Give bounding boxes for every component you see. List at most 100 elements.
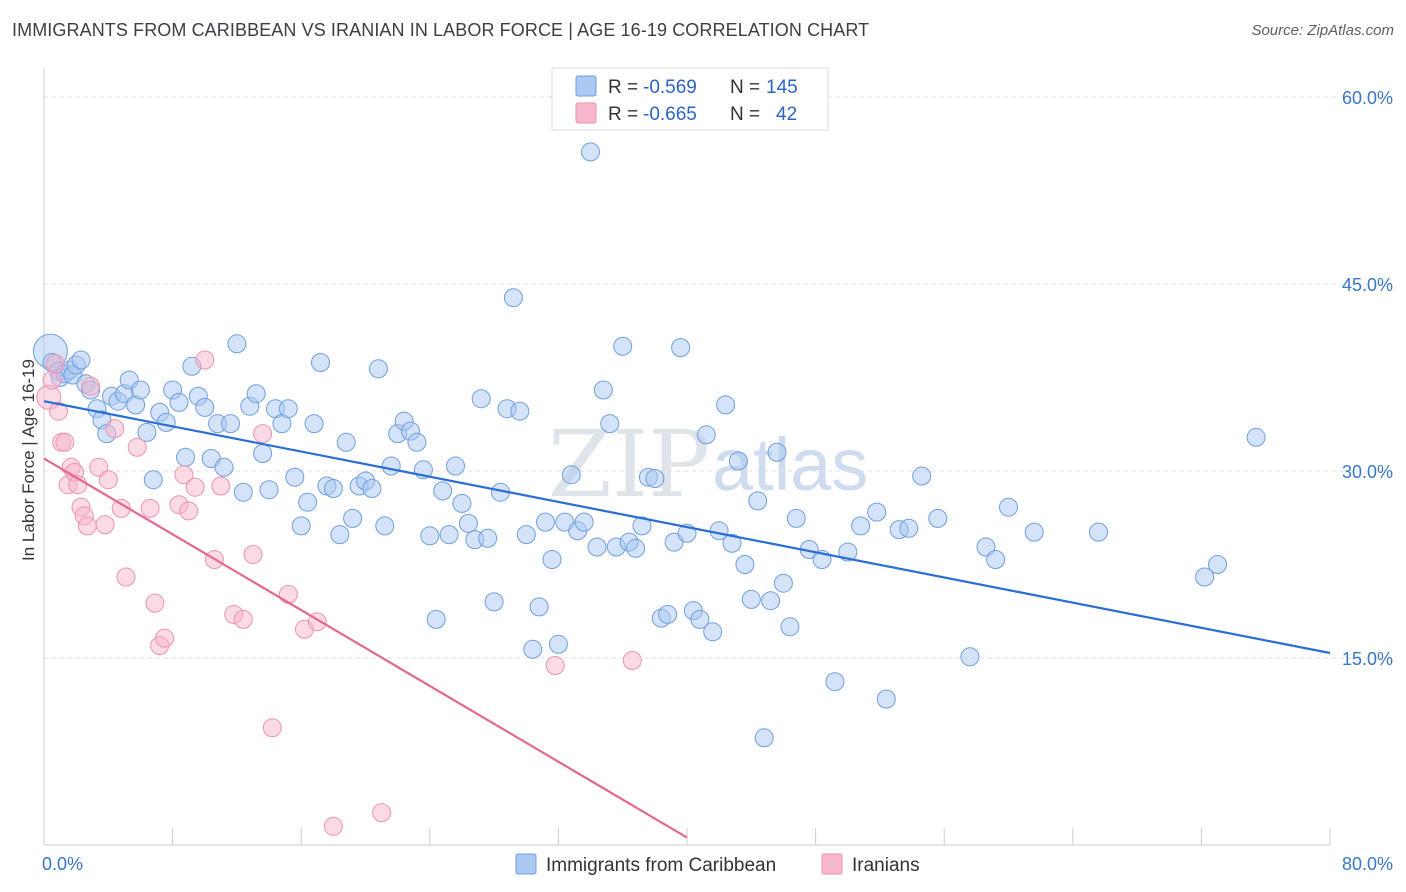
legend-swatch-iranians (575, 102, 597, 124)
caribbean-point (581, 142, 600, 162)
caribbean-point (137, 422, 157, 442)
caribbean-point (671, 338, 691, 358)
iranians-point (323, 816, 343, 836)
caribbean-point (690, 609, 710, 629)
legend-r-value-iranians: -0.665 (643, 104, 697, 125)
caribbean-point (741, 589, 761, 609)
iranians-trend-line (43, 457, 688, 839)
caribbean-point (452, 493, 472, 513)
caribbean-point (439, 525, 459, 545)
caribbean-point (298, 492, 318, 512)
y-axis-label: In Labor Force | Age 16-19 (19, 359, 38, 561)
iranians-point (145, 593, 165, 613)
caribbean-point (735, 555, 755, 574)
caribbean-point (1246, 427, 1266, 447)
caribbean-point (169, 392, 189, 412)
iranians-point (127, 437, 147, 457)
caribbean-point (696, 425, 716, 445)
caribbean-point (259, 480, 279, 500)
iranians-point (179, 501, 199, 521)
caribbean-point (510, 401, 530, 421)
legend-r-value-caribbean: -0.569 (643, 77, 697, 98)
bottom-legend-swatch-caribbean (515, 853, 537, 875)
caribbean-point (446, 456, 465, 476)
caribbean-point (291, 516, 311, 536)
legend: R = -0.569 N = 145 R = -0.665 N = 42 (551, 67, 829, 131)
iranians-point (195, 350, 215, 370)
caribbean-point (343, 508, 363, 528)
caribbean-point (214, 457, 234, 477)
bottom-legend-label-iranians: Iranians (852, 855, 920, 876)
iranians-point (81, 376, 101, 396)
legend-swatch-caribbean (575, 75, 597, 97)
iranians-point (372, 803, 392, 823)
series-iranians-points (36, 350, 642, 836)
caribbean-point (876, 689, 896, 709)
iranians-point (253, 424, 273, 444)
legend-r-label-iranians: R = (608, 104, 638, 125)
caribbean-point (304, 414, 324, 434)
caribbean-point (523, 639, 543, 659)
iranians-point (55, 432, 75, 452)
caribbean-point (960, 647, 980, 667)
caribbean-point (867, 502, 887, 522)
caribbean-point (156, 412, 176, 432)
x-tick-label-start: 0.0% (42, 854, 83, 874)
caribbean-point (503, 288, 523, 308)
caribbean-point (1195, 567, 1215, 587)
iranians-point (185, 477, 205, 497)
iranians-point (211, 476, 231, 496)
caribbean-point (311, 353, 330, 372)
caribbean-point (645, 469, 665, 488)
iranians-point (545, 656, 565, 675)
iranians-point (174, 465, 194, 485)
caribbean-point (548, 634, 568, 654)
y-tick-label-60: 60.0% (1342, 88, 1393, 108)
caribbean-point (426, 609, 446, 629)
y-tick-label-45: 45.0% (1342, 275, 1393, 295)
iranians-point (116, 567, 136, 587)
y-tick-labels: 15.0% 30.0% 45.0% 60.0% (1342, 88, 1393, 669)
caribbean-point (227, 334, 247, 354)
iranians-point (45, 354, 65, 374)
caribbean-point (786, 508, 806, 528)
caribbean-point (246, 384, 266, 404)
caribbean-point (536, 512, 555, 532)
trend-lines (43, 400, 1331, 839)
axes (43, 68, 1331, 846)
caribbean-point (1089, 522, 1108, 542)
caribbean-point (478, 528, 498, 548)
caribbean-point (407, 432, 427, 452)
iranians-point (278, 584, 298, 604)
iranians-point (155, 628, 175, 648)
iranians-point (77, 516, 97, 536)
legend-box (551, 67, 829, 131)
caribbean-point (613, 336, 633, 356)
caribbean-point (587, 537, 607, 557)
source-credit: Source: ZipAtlas.com (1251, 22, 1394, 39)
bottom-legend-swatch-iranians (821, 853, 843, 875)
caribbean-point (838, 542, 858, 562)
caribbean-point (658, 604, 678, 624)
caribbean-point (375, 516, 395, 536)
caribbean-point (761, 591, 781, 611)
caribbean-point (928, 508, 948, 528)
caribbean-point (703, 622, 723, 642)
caribbean-point (253, 444, 273, 463)
caribbean-point (484, 592, 504, 612)
caribbean-point (1208, 555, 1227, 574)
legend-r-label-caribbean: R = (608, 77, 638, 98)
x-tick-label-end: 80.0% (1342, 854, 1393, 874)
caribbean-point (71, 350, 91, 370)
caribbean-point (716, 395, 736, 415)
caribbean-point (561, 465, 581, 485)
caribbean-point (1024, 522, 1044, 542)
y-tick-label-15: 15.0% (1342, 649, 1393, 669)
iranians-point (243, 545, 263, 564)
caribbean-point (323, 479, 343, 498)
caribbean-point (195, 397, 215, 417)
caribbean-point (458, 513, 478, 533)
caribbean-point (336, 432, 356, 452)
caribbean-point (574, 512, 594, 532)
caribbean-point (176, 447, 195, 467)
